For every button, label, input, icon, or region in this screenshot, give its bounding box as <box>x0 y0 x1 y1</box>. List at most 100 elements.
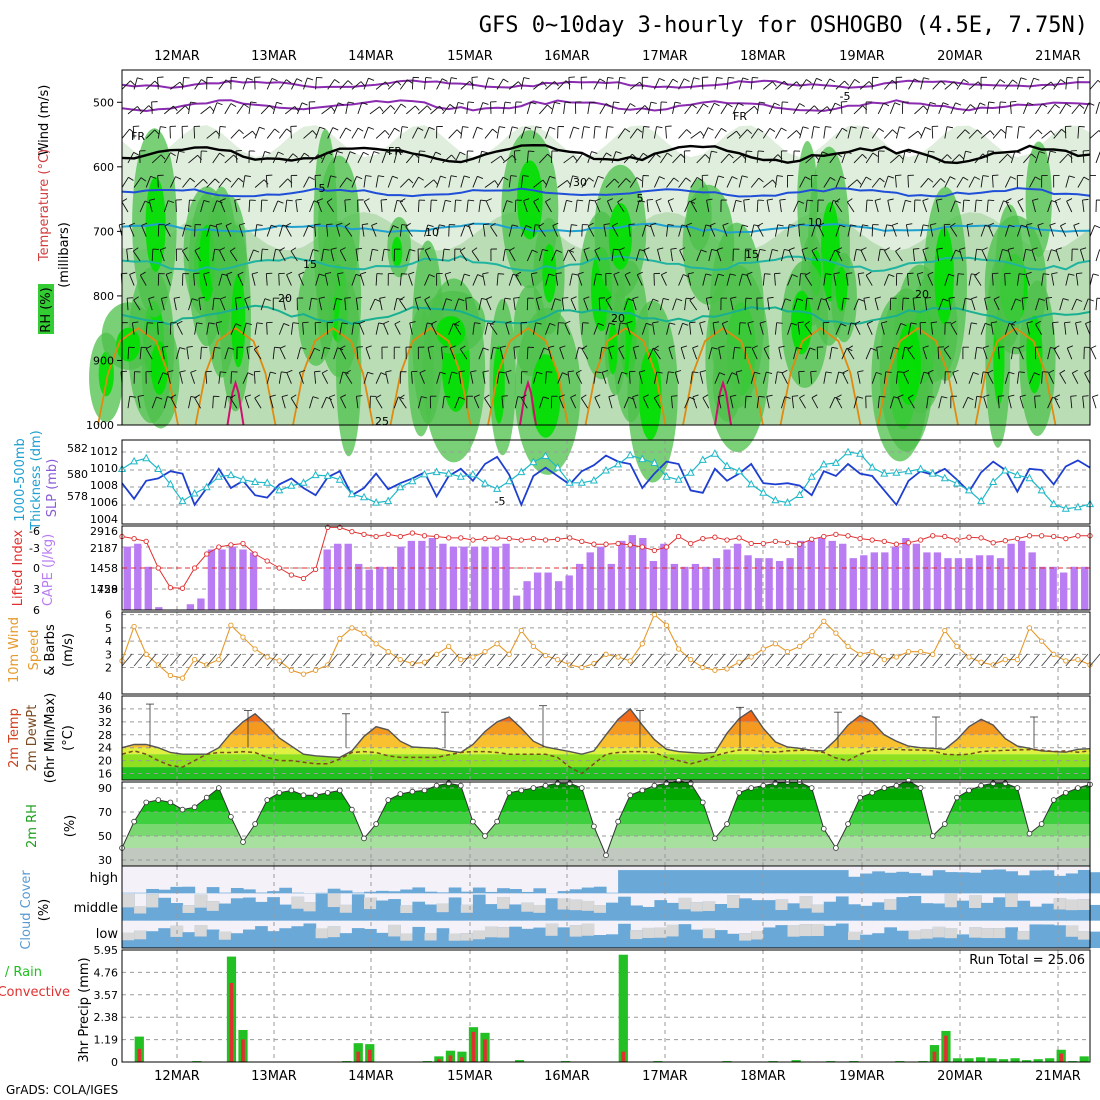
wind-barb <box>757 225 764 237</box>
wind-barb <box>1010 298 1017 311</box>
wind-barb <box>653 78 660 90</box>
wind-barb-flag <box>1076 272 1083 275</box>
wind-barb <box>687 273 692 286</box>
wind-barb <box>555 273 559 286</box>
wind-barb-flag <box>825 296 832 300</box>
li-point <box>966 534 972 540</box>
cape-bar <box>996 558 1005 610</box>
wind-barb-flag <box>589 199 596 202</box>
wind-barb <box>520 225 527 237</box>
wind-barb-flag <box>613 271 620 275</box>
cloud-cell <box>896 930 910 948</box>
wind-barb-flag <box>201 79 207 84</box>
slp-point <box>989 477 998 485</box>
surface-wind-barb <box>254 653 266 667</box>
slp-point <box>880 469 889 477</box>
wind-barb-flag <box>1067 345 1073 349</box>
li-point <box>639 544 645 550</box>
wind-barb <box>387 127 395 139</box>
wind-barb <box>716 249 722 262</box>
wind-barb <box>987 225 994 237</box>
wind-barb <box>198 298 202 311</box>
wind-barb <box>901 347 905 360</box>
li-point <box>300 575 307 582</box>
li-point <box>530 535 537 542</box>
cloud-cell <box>593 886 607 894</box>
wind-barb-flag <box>510 175 517 177</box>
cloud-cell <box>509 926 522 948</box>
wind-barb <box>448 77 452 90</box>
wind-barb-flag <box>190 369 197 373</box>
wind-barb <box>805 200 808 213</box>
wind-barb <box>278 224 284 237</box>
wind-barb-flag <box>279 345 286 349</box>
wind-barb-flag <box>731 176 738 180</box>
wind-barb-flag <box>237 271 244 276</box>
wind-barb-flag <box>565 101 572 104</box>
wind-barb-flag <box>312 130 317 136</box>
rh-point <box>833 845 839 851</box>
wind-barb <box>606 200 613 213</box>
wind-barb <box>230 397 238 409</box>
cloud-cell <box>1005 871 1018 894</box>
wind-barb <box>266 128 275 139</box>
wind-barb <box>131 322 135 335</box>
wind-speed-point <box>204 662 210 668</box>
wind-barb-flag <box>283 296 290 299</box>
wind-barb <box>558 396 565 409</box>
wind-barb <box>788 249 794 262</box>
wind-barb <box>1054 397 1061 409</box>
wind-barb <box>854 323 861 335</box>
wind-barb-flag <box>375 394 382 399</box>
wind-barb-flag <box>759 321 766 324</box>
wind-barb <box>891 225 897 237</box>
wind-barb <box>514 396 519 409</box>
wind-barb <box>1031 249 1036 262</box>
wind-barb-flag <box>618 345 625 349</box>
slp-point <box>480 478 490 487</box>
wind-barb <box>678 274 684 286</box>
wind-barb-flag <box>326 151 333 155</box>
wind-barb <box>444 273 450 286</box>
wind-barb-flag <box>441 346 448 348</box>
wind-barb-flag <box>758 177 764 183</box>
wind-barb <box>279 250 286 262</box>
wind-barb-flag <box>1018 273 1026 275</box>
wind-barb-flag <box>1051 249 1058 252</box>
cloud-cell <box>860 873 873 894</box>
wind-barb <box>160 298 165 311</box>
wind-barb <box>194 397 201 409</box>
wind-barb-flag <box>326 223 333 226</box>
top-date-label: 12MAR <box>154 49 200 64</box>
wind-barb-flag <box>548 273 555 277</box>
wind-barb <box>635 152 644 164</box>
wind-barb-flag <box>1020 77 1027 81</box>
wind-barb-flag <box>862 224 869 227</box>
wind-barb-flag <box>908 394 914 399</box>
rh-point <box>191 804 198 810</box>
cloud-cell <box>388 899 401 921</box>
wind-barb-flag <box>826 106 832 112</box>
surface-wind-barb <box>436 653 447 667</box>
wind-barb <box>563 249 569 262</box>
wind-barb <box>825 298 831 311</box>
wind-barb <box>968 372 974 384</box>
wind-frame <box>121 611 1091 695</box>
wind-barb <box>282 298 286 311</box>
wind-barb <box>702 127 709 139</box>
wind-barb-flag <box>1084 369 1091 374</box>
wind-barb-flag <box>791 274 798 278</box>
li-point <box>579 538 585 545</box>
cloud-cell-gray <box>122 932 135 941</box>
wind-barb <box>502 249 506 262</box>
rh-point <box>966 787 972 794</box>
cloud-cell <box>279 904 292 921</box>
wind-barb-flag <box>170 394 177 399</box>
wind-barb-flag <box>1027 102 1034 106</box>
wind-barb-flag <box>788 247 795 251</box>
wind-barb-flag <box>646 322 653 326</box>
wind-barb-flag <box>850 126 857 129</box>
wind-barb <box>532 126 537 139</box>
wind-barb <box>1071 372 1079 384</box>
cloud-cell <box>255 892 268 894</box>
